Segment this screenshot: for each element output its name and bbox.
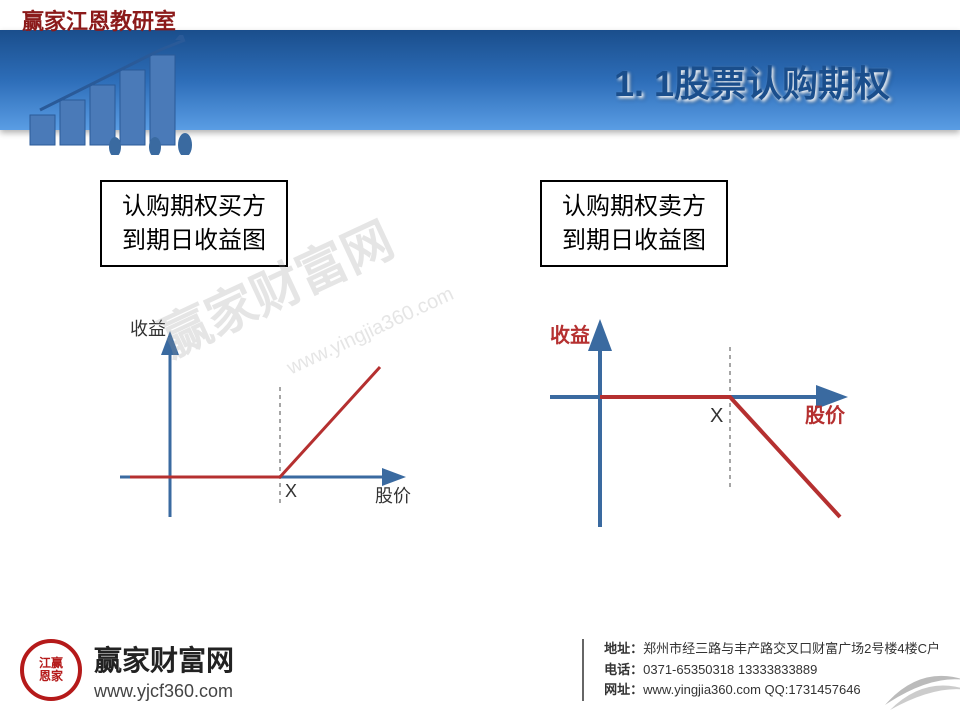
web-label: 网址： — [604, 682, 643, 697]
seller-payoff-diagram: 收益 股价 X — [540, 317, 860, 537]
seal-icon: 江赢恩家 — [20, 639, 82, 701]
strike-marker: X — [285, 481, 297, 501]
right-panel: 认购期权卖方 到期日收益图 收益 股价 X — [540, 180, 860, 537]
footer-left: 江赢恩家 赢家财富网 www.yjcf360.com — [20, 639, 234, 702]
title-line: 认购期权卖方 — [562, 190, 706, 224]
address-label: 地址： — [604, 641, 643, 656]
bar-chart-decoration-icon — [20, 35, 220, 155]
phone-value: 0371-65350318 13333833889 — [643, 662, 817, 677]
title-line: 认购期权买方 — [122, 190, 266, 224]
y-axis-label: 收益 — [550, 323, 590, 347]
x-axis-label: 股价 — [375, 486, 411, 506]
buyer-payoff-diagram: 收益 股价 X — [100, 317, 420, 537]
header: 赢家江恩教研室 1. 1股票认购期权 — [0, 0, 960, 150]
swoosh-decoration-icon — [880, 655, 960, 715]
footer-url: www.yjcf360.com — [94, 681, 234, 702]
phone-label: 电话： — [604, 662, 643, 677]
page-title: 1. 1股票认购期权 — [614, 55, 890, 107]
web-value: www.yingjia360.com QQ:1731457646 — [643, 682, 861, 697]
left-panel-title: 认购期权买方 到期日收益图 — [100, 180, 288, 267]
right-panel-title: 认购期权卖方 到期日收益图 — [540, 180, 728, 267]
title-line: 到期日收益图 — [562, 224, 706, 258]
footer-brand: 赢家财富网 — [94, 639, 234, 679]
address-value: 郑州市经三路与丰产路交叉口财富广场2号楼4楼C户 — [643, 641, 940, 656]
footer: 江赢恩家 赢家财富网 www.yjcf360.com 地址：郑州市经三路与丰产路… — [0, 620, 960, 720]
brand-label: 赢家江恩教研室 — [22, 4, 176, 36]
y-axis-label: 收益 — [130, 319, 166, 339]
strike-marker: X — [710, 405, 723, 427]
title-line: 到期日收益图 — [122, 224, 266, 258]
content-area: 认购期权买方 到期日收益图 收益 股价 X 认购期权卖方 — [0, 150, 960, 567]
x-axis-label: 股价 — [805, 404, 846, 427]
left-panel: 认购期权买方 到期日收益图 收益 股价 X — [100, 180, 420, 537]
